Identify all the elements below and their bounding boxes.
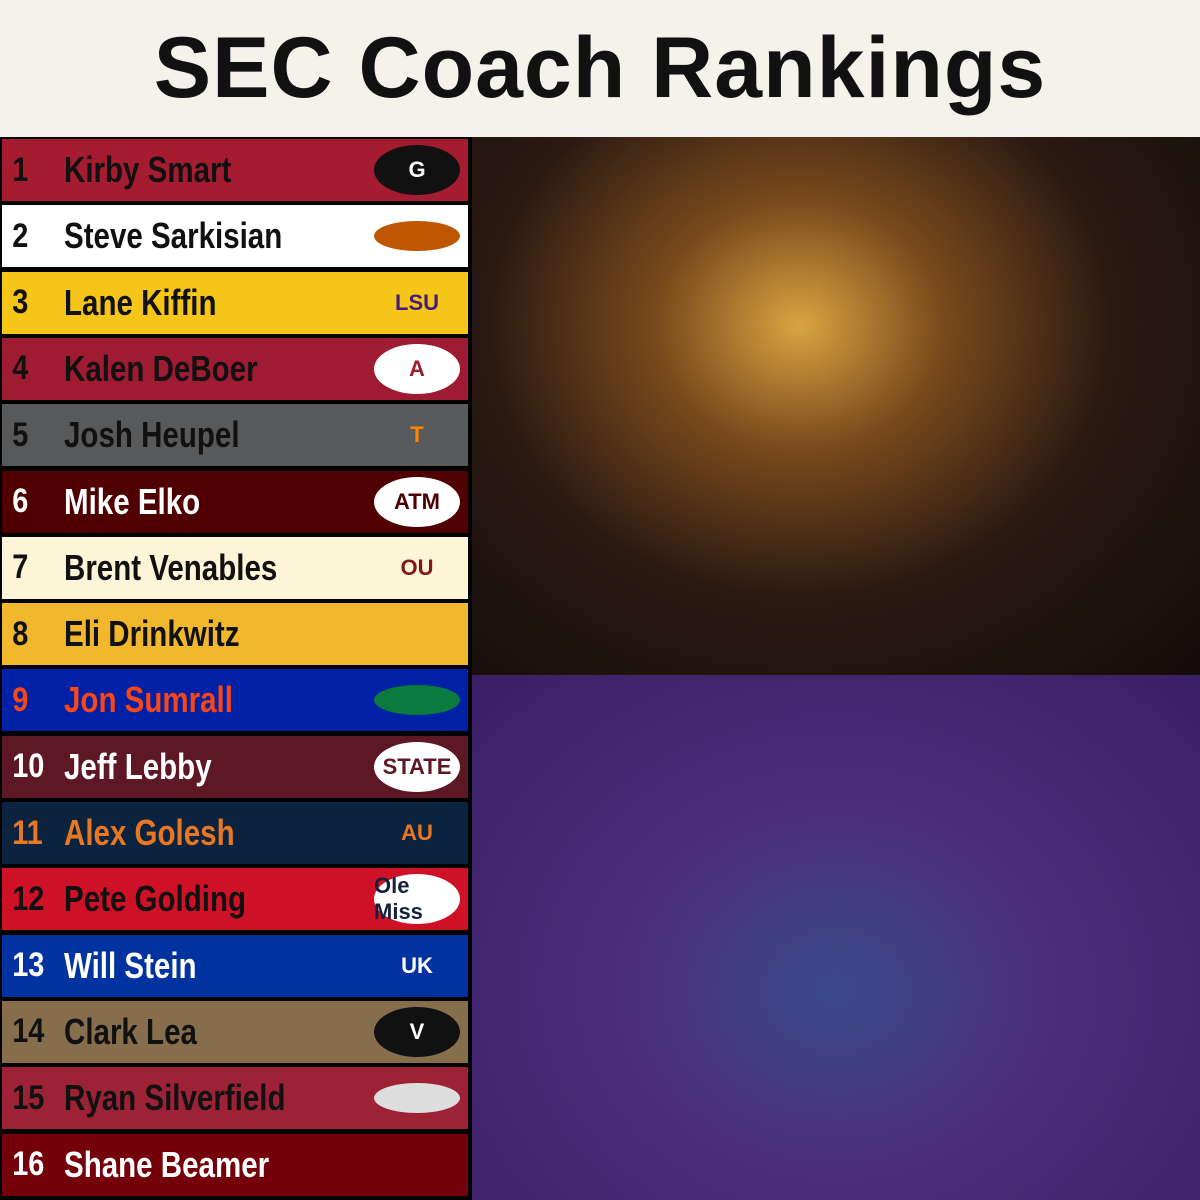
ranking-row: 10 Jeff Lebby STATE (2, 735, 468, 798)
team-logo: AU (374, 808, 460, 858)
title: SEC Coach Rankings (153, 20, 1047, 116)
coach-name: Shane Beamer (64, 1143, 270, 1185)
team-logo: G (374, 145, 460, 195)
team-logo (374, 1083, 460, 1114)
ranking-row: 11 Alex Golesh AU (2, 802, 468, 864)
coach-name: Eli Drinkwitz (64, 613, 240, 655)
coach-name: Steve Sarkisian (64, 215, 283, 257)
rank: 5 (12, 415, 29, 454)
ranking-row: 2 Steve Sarkisian (2, 205, 468, 268)
coach-name: Mike Elko (64, 480, 201, 522)
ranking-row: 4 Kalen DeBoer A (2, 337, 468, 400)
team-logo: OU (374, 542, 460, 593)
team-logo: STATE (374, 741, 460, 792)
rank: 7 (12, 548, 29, 587)
rank: 6 (12, 482, 29, 520)
rank: 1 (12, 150, 29, 189)
coach-name: Josh Heupel (64, 414, 240, 456)
team-logo: ATM (374, 476, 460, 527)
rank: 3 (12, 283, 29, 322)
coach-name: Ryan Silverfield (64, 1077, 286, 1119)
coach-name: Kirby Smart (64, 149, 232, 190)
team-logo: LSU (374, 277, 460, 328)
team-logo: UK (374, 940, 460, 991)
team-logo (374, 221, 460, 252)
rank: 11 (12, 813, 43, 852)
coach-name: Lane Kiffin (64, 281, 217, 323)
coach-name: Clark Lea (64, 1010, 197, 1052)
ranking-row: 9 Jon Sumrall (2, 669, 468, 732)
ranking-row: 14 Clark Lea V (2, 1000, 468, 1063)
coach-name: Brent Venables (64, 546, 278, 588)
ranking-row: 15 Ryan Silverfield (2, 1067, 468, 1130)
team-logo: V (374, 1006, 460, 1057)
coach-name: Jeff Lebby (64, 745, 212, 787)
photo-celebration (472, 137, 1200, 675)
rankings-list: 1 Kirby Smart G 2 Steve Sarkisian 3 Lane Kiffi… (0, 137, 472, 1200)
rank: 9 (12, 680, 29, 719)
team-logo (374, 1149, 460, 1180)
rank: 4 (12, 349, 29, 388)
ranking-row: 1 Kirby Smart G (2, 139, 468, 201)
ranking-row: 8 Eli Drinkwitz (2, 603, 468, 666)
photo-press-conference (472, 675, 1200, 1200)
rank: 10 (12, 747, 45, 786)
ranking-row: 3 Lane Kiffin LSU (2, 271, 468, 334)
rank: 12 (12, 879, 45, 918)
rank: 13 (12, 946, 45, 985)
rank: 16 (12, 1145, 45, 1183)
ranking-row: 13 Will Stein UK (2, 934, 468, 997)
rank: 14 (12, 1012, 45, 1051)
ranking-row: 7 Brent Venables OU (2, 536, 468, 599)
coach-name: Alex Golesh (64, 812, 235, 853)
team-logo: Ole Miss (374, 873, 460, 925)
ranking-row: 6 Mike Elko ATM (2, 470, 468, 533)
team-logo: A (374, 343, 460, 394)
ranking-row: 12 Pete Golding Ole Miss (2, 868, 468, 931)
rank: 2 (12, 216, 29, 255)
coach-name: Jon Sumrall (64, 679, 233, 721)
team-logo (374, 685, 460, 716)
coach-name: Pete Golding (64, 878, 247, 920)
ranking-row: 5 Josh Heupel T (2, 404, 468, 467)
coach-name: Will Stein (64, 944, 197, 986)
rank: 15 (12, 1078, 45, 1117)
ranking-row: 16 Shane Beamer (2, 1133, 468, 1196)
team-logo: T (374, 410, 460, 461)
rank: 8 (12, 614, 29, 653)
coach-name: Kalen DeBoer (64, 347, 258, 389)
team-logo (374, 619, 460, 650)
